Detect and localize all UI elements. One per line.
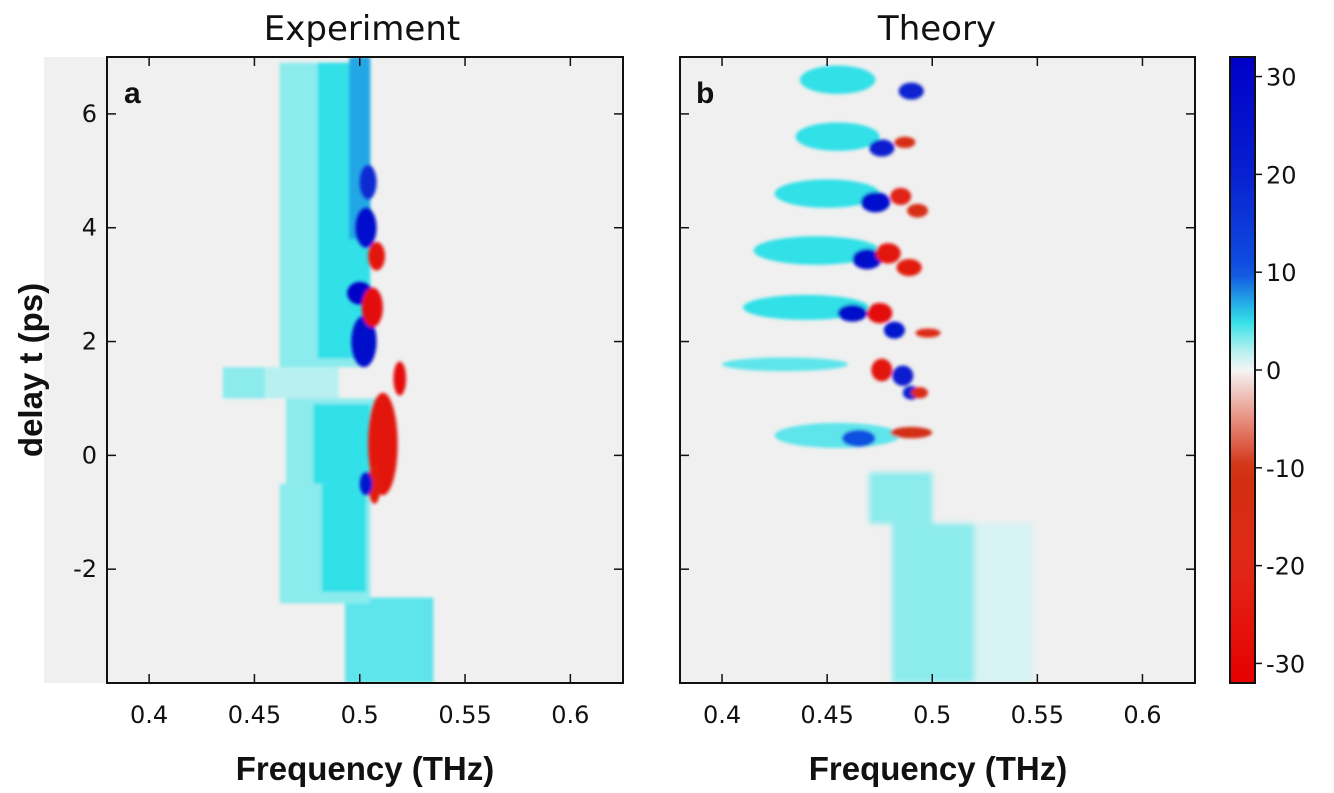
x-tick-label: 0.45 bbox=[228, 701, 281, 729]
heatmap-blobs bbox=[722, 65, 941, 448]
x-tick-label: 0.6 bbox=[1123, 701, 1161, 729]
panel-theory: 0.4 0.45 0.5 0.55 0.6 Theory b Frequency (TH… bbox=[679, 9, 1196, 787]
positive-feature bbox=[774, 179, 880, 208]
negative-feature bbox=[393, 361, 407, 396]
heatmap-region bbox=[869, 472, 933, 524]
negative-feature bbox=[890, 187, 912, 205]
panel-title: Experiment bbox=[264, 9, 460, 49]
colorbar-tick-label: -30 bbox=[1266, 650, 1305, 678]
x-tick-label: 0.4 bbox=[703, 701, 741, 729]
x-tick-label: 0.45 bbox=[800, 701, 853, 729]
y-tick-label: 4 bbox=[82, 214, 97, 242]
x-tick-label: 0.5 bbox=[341, 701, 379, 729]
x-tick-label: 0.55 bbox=[438, 701, 491, 729]
heatmap-region bbox=[344, 597, 434, 610]
y-tick-label: 0 bbox=[82, 441, 97, 469]
heatmap-regions bbox=[869, 472, 1034, 683]
colorbar: 30 20 10 0 -10 -20 -30 bbox=[1229, 56, 1305, 684]
colorbar-tick-label: 20 bbox=[1266, 161, 1297, 189]
positive-feature bbox=[351, 315, 377, 368]
colorbar-ticks: 30 20 10 0 -10 -20 -30 bbox=[1255, 64, 1305, 678]
y-tick-label: -2 bbox=[73, 555, 97, 583]
x-tick-label: 0.55 bbox=[1011, 701, 1064, 729]
colorbar-tick-label: 10 bbox=[1266, 259, 1297, 287]
positive-feature bbox=[774, 422, 901, 448]
colorbar-tick-label: 30 bbox=[1266, 64, 1297, 92]
x-axis-label: Frequency (THz) bbox=[809, 750, 1068, 787]
x-tick-label: 0.4 bbox=[130, 701, 168, 729]
x-tick-label: 0.6 bbox=[551, 701, 589, 729]
negative-feature bbox=[368, 241, 386, 271]
panel-title: Theory bbox=[877, 9, 996, 49]
positive-feature bbox=[753, 236, 880, 265]
x-tick-label: 0.5 bbox=[913, 701, 951, 729]
positive-feature bbox=[359, 165, 377, 200]
y-tick-label: 6 bbox=[82, 100, 97, 128]
positive-feature bbox=[743, 294, 870, 320]
y-axis-ticks: -2 0 2 4 6 bbox=[73, 100, 623, 583]
positive-feature bbox=[841, 429, 876, 447]
positive-feature bbox=[892, 365, 914, 386]
negative-feature bbox=[907, 203, 929, 218]
positive-feature bbox=[898, 82, 924, 100]
positive-feature bbox=[799, 65, 876, 94]
y-axis-label: delay t (ps) bbox=[12, 283, 49, 457]
colorbar-scale bbox=[1229, 56, 1256, 684]
negative-feature bbox=[911, 387, 929, 399]
heatmap-region bbox=[892, 523, 975, 683]
positive-feature bbox=[860, 191, 891, 213]
panel-label: a bbox=[124, 77, 141, 110]
negative-feature bbox=[915, 328, 941, 338]
negative-feature bbox=[890, 426, 933, 439]
negative-feature bbox=[361, 287, 383, 328]
x-axis-ticks: 0.4 0.45 0.5 0.55 0.6 bbox=[130, 57, 589, 729]
positive-feature bbox=[869, 139, 895, 157]
negative-feature bbox=[894, 136, 916, 149]
panel-label: b bbox=[696, 77, 714, 110]
heatmap-theory bbox=[680, 57, 1195, 683]
heatmap-experiment bbox=[107, 57, 623, 683]
positive-feature bbox=[355, 207, 377, 248]
heatmap-region bbox=[264, 367, 339, 399]
panel-experiment: 0.4 0.45 0.5 0.55 0.6 -2 0 2 4 6 Experiment a Fr… bbox=[12, 9, 624, 787]
positive-feature bbox=[722, 357, 849, 372]
plot-frame bbox=[679, 56, 1196, 684]
negative-feature bbox=[368, 463, 381, 504]
colorbar-tick-label: 0 bbox=[1266, 357, 1281, 385]
positive-feature bbox=[837, 304, 868, 322]
negative-feature bbox=[896, 259, 922, 277]
heatmap-region bbox=[222, 367, 265, 399]
colorbar-tick-label: -10 bbox=[1266, 455, 1305, 483]
positive-feature bbox=[795, 122, 880, 151]
positive-feature bbox=[359, 472, 373, 496]
x-axis-ticks: 0.4 0.45 0.5 0.55 0.6 bbox=[703, 57, 1162, 729]
negative-feature bbox=[867, 302, 893, 324]
negative-feature bbox=[875, 243, 901, 264]
negative-feature bbox=[871, 358, 893, 382]
positive-feature bbox=[852, 248, 882, 270]
heatmap-region bbox=[974, 523, 1034, 683]
heatmap-regions bbox=[222, 57, 434, 683]
heatmap-region bbox=[344, 609, 434, 683]
colorbar-tick-label: -20 bbox=[1266, 553, 1305, 581]
heatmap-blobs bbox=[347, 165, 407, 504]
y-axis-ticks bbox=[680, 113, 1195, 570]
positive-feature bbox=[883, 321, 905, 339]
heatmap-region bbox=[313, 404, 371, 484]
heatmap-region bbox=[321, 483, 367, 592]
x-axis-label: Frequency (THz) bbox=[236, 750, 495, 787]
y-tick-label: 2 bbox=[82, 328, 97, 356]
